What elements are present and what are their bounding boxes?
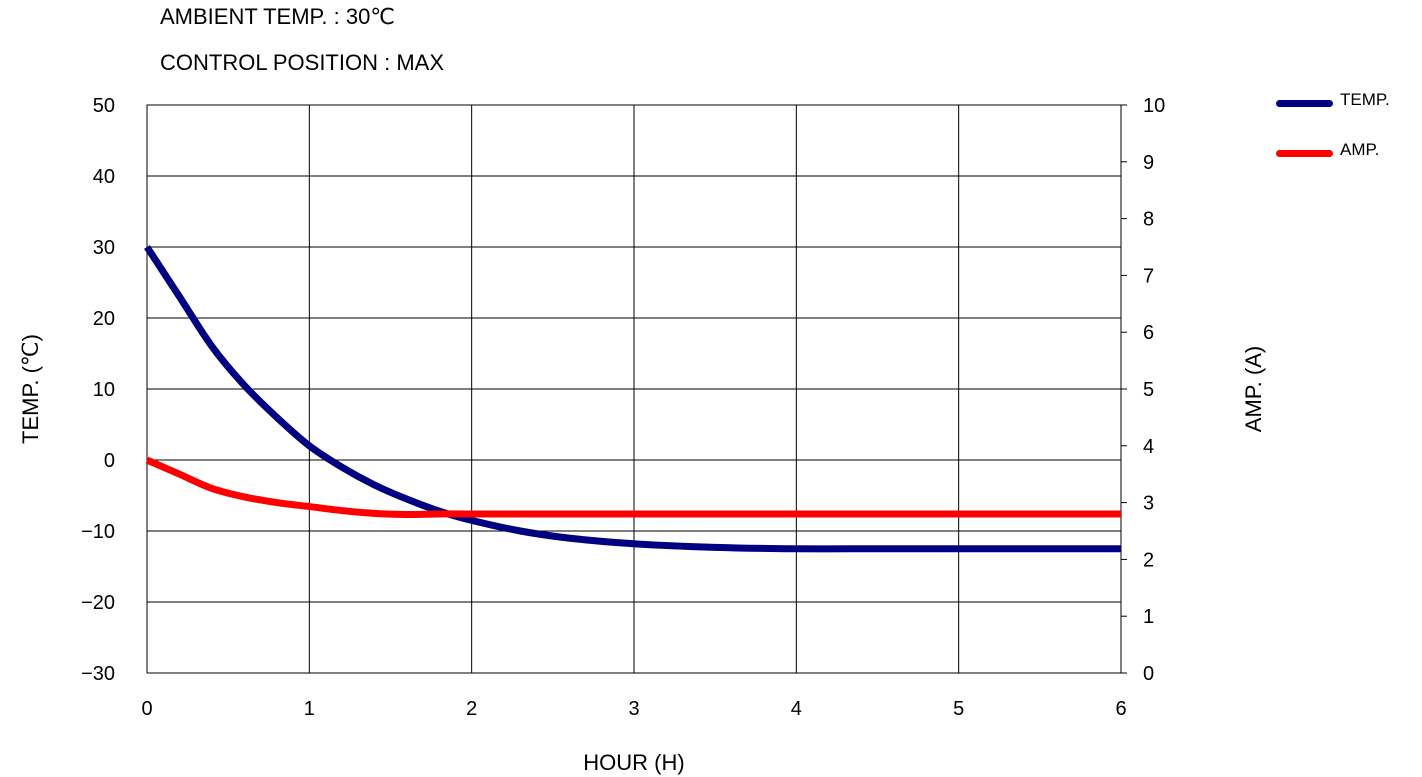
y-tick-label: −10 — [81, 521, 115, 543]
y-tick-label: 30 — [93, 237, 115, 259]
y2-tick-label: 0 — [1143, 663, 1154, 685]
y-tick-label: 10 — [93, 379, 115, 401]
x-tick-label: 3 — [628, 698, 639, 720]
y-tick-label: 0 — [104, 450, 115, 472]
x-axis-title: HOUR (H) — [583, 750, 684, 775]
y2-tick-label: 3 — [1143, 493, 1154, 515]
x-tick-label: 0 — [141, 698, 152, 720]
legend-swatch-temp — [1276, 100, 1333, 107]
y-tick-label: 50 — [93, 95, 115, 117]
y2-tick-label: 6 — [1143, 322, 1154, 344]
series-line-amp — [145, 456, 1121, 519]
y-tick-label: −30 — [81, 663, 115, 685]
y2-tick-label: 9 — [1143, 152, 1154, 174]
y-tick-label: −20 — [81, 592, 115, 614]
x-tick-label: 6 — [1115, 698, 1126, 720]
y-tick-label: 20 — [93, 308, 115, 330]
y2-tick-label: 10 — [1143, 95, 1165, 117]
x-tick-label: 1 — [304, 698, 315, 720]
y2-tick-label: 2 — [1143, 549, 1154, 571]
y2-tick-label: 7 — [1143, 265, 1154, 287]
y2-tick-label: 4 — [1143, 436, 1154, 458]
series-line-temp — [144, 245, 1121, 553]
x-tick-label: 4 — [791, 698, 802, 720]
legend-swatch-amp — [1276, 150, 1333, 157]
y-axis-title: TEMP. (℃) — [18, 334, 43, 444]
y2-axis-title: AMP. (A) — [1241, 346, 1266, 432]
ambient-temp-header: AMBIENT TEMP. : 30℃ — [160, 4, 396, 29]
x-tick-label: 5 — [953, 698, 964, 720]
y-tick-label: 40 — [93, 166, 115, 188]
y2-tick-label: 5 — [1143, 379, 1154, 401]
legend-label-amp: AMP. — [1340, 140, 1380, 159]
y2-tick-label: 1 — [1143, 606, 1154, 628]
control-position-header: CONTROL POSITION : MAX — [160, 50, 444, 75]
legend-label-temp: TEMP. — [1340, 90, 1390, 109]
x-tick-label: 2 — [466, 698, 477, 720]
y2-tick-label: 8 — [1143, 209, 1154, 231]
